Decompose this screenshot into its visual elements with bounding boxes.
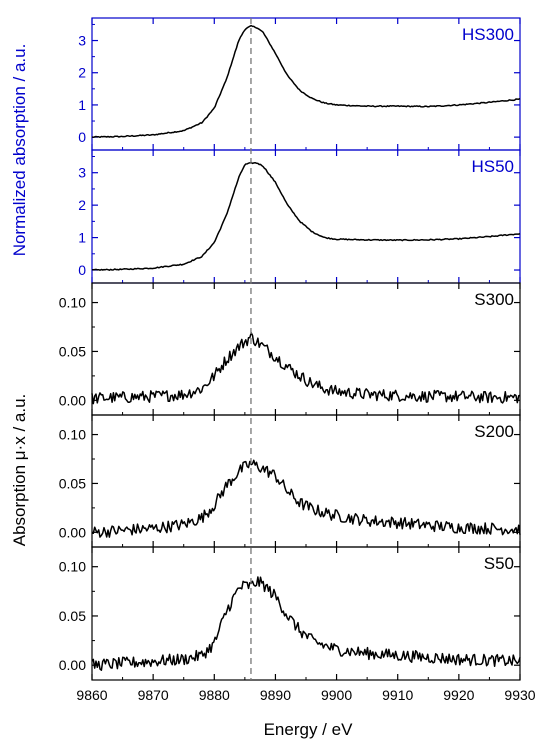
y-tick-label: 1 bbox=[78, 230, 86, 246]
panel-label: S200 bbox=[474, 422, 514, 441]
panel-s200: 0.00 0.05 0.10 S200 bbox=[59, 414, 521, 548]
panel-label: S300 bbox=[474, 290, 514, 309]
x-axis-label: Energy / eV bbox=[264, 720, 353, 739]
y-tick-label: 2 bbox=[78, 197, 86, 213]
x-tick-label: 9890 bbox=[260, 687, 291, 703]
y-tick-label: 0 bbox=[78, 129, 86, 145]
y-tick-label: 0.05 bbox=[59, 608, 86, 624]
y-tick-label: 0.05 bbox=[59, 475, 86, 491]
x-tick-label: 9870 bbox=[138, 687, 169, 703]
y-tick-label: 0.00 bbox=[59, 524, 86, 540]
x-tick-label: 9880 bbox=[199, 687, 230, 703]
y-tick-label: 0.10 bbox=[59, 295, 86, 311]
panel-hs300: 0 1 2 3 HS300 bbox=[78, 17, 521, 151]
x-tick-label: 9910 bbox=[382, 687, 413, 703]
y-axis-label-normalized: Normalized absorption / a.u. bbox=[10, 44, 29, 257]
panel-hs50: 0 1 2 3 HS50 bbox=[78, 149, 521, 284]
x-axis: 9860 9870 9880 9890 9900 9910 9920 9930 bbox=[76, 687, 535, 703]
y-axis-label-absorption: Absorption μ·x / a.u. bbox=[10, 394, 29, 546]
y-tick-label: 0 bbox=[78, 262, 86, 278]
series-line-s300 bbox=[91, 332, 521, 405]
y-tick-label: 0.00 bbox=[59, 657, 86, 673]
series-line-s50 bbox=[91, 576, 521, 671]
panel-frame bbox=[91, 17, 521, 151]
series-line-hs300 bbox=[91, 24, 521, 139]
panel-label: HS300 bbox=[462, 25, 514, 44]
series-line-hs50 bbox=[91, 161, 521, 271]
y-tick-label: 0.05 bbox=[59, 343, 86, 359]
y-tick-label: 3 bbox=[78, 165, 86, 181]
y-tick-label: 3 bbox=[78, 33, 86, 49]
panel-s300: 0.00 0.05 0.10 S300 bbox=[59, 282, 521, 416]
x-tick-label: 9920 bbox=[443, 687, 474, 703]
y-tick-label: 0.10 bbox=[59, 427, 86, 443]
x-tick-label: 9930 bbox=[504, 687, 535, 703]
y-tick-label: 0.00 bbox=[59, 392, 86, 408]
panel-label: HS50 bbox=[471, 157, 514, 176]
panel-frame bbox=[91, 149, 521, 284]
panel-label: S50 bbox=[484, 554, 514, 573]
x-tick-label: 9860 bbox=[76, 687, 107, 703]
panel-s50: 0.00 0.05 0.10 S50 bbox=[59, 546, 521, 681]
y-tick-label: 2 bbox=[78, 65, 86, 81]
x-tick-label: 9900 bbox=[321, 687, 352, 703]
series-line-s200 bbox=[91, 459, 521, 538]
y-tick-label: 0.10 bbox=[59, 559, 86, 575]
y-tick-label: 1 bbox=[78, 97, 86, 113]
